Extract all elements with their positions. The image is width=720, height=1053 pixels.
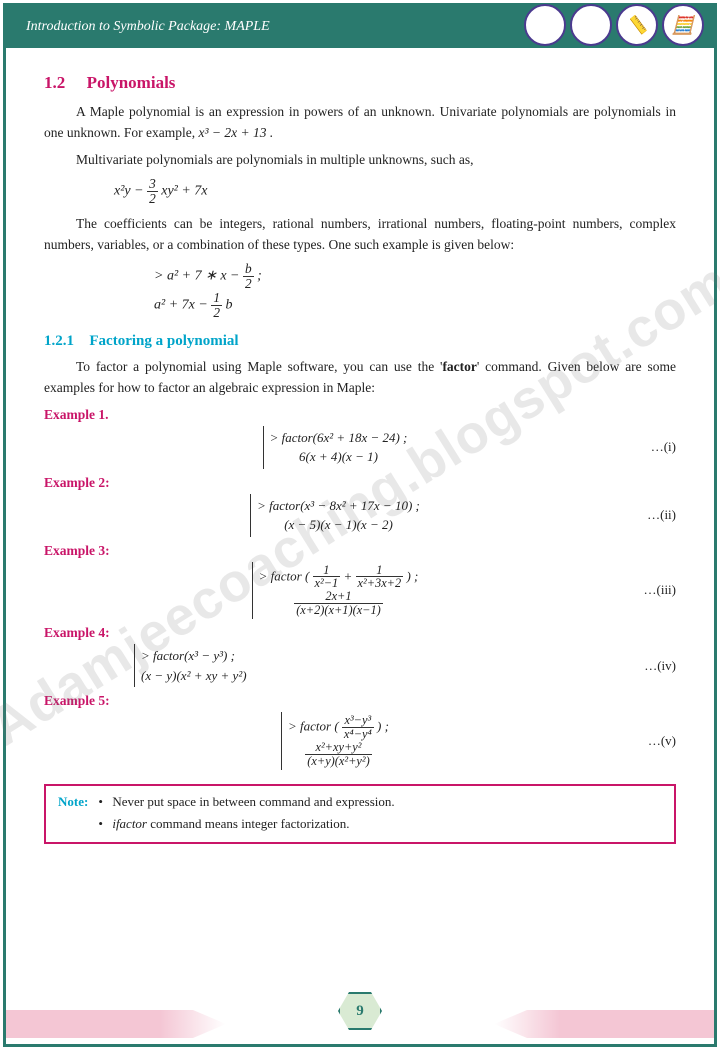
section-title: Polynomials bbox=[87, 73, 176, 92]
eq-tag: …(i) bbox=[626, 437, 676, 457]
math-line-input: > a² + 7 ∗ x − b2 ; bbox=[154, 262, 676, 291]
eq-tag: …(ii) bbox=[626, 505, 676, 525]
eq-tag: …(iv) bbox=[626, 656, 676, 676]
ruler-icon: 📏 bbox=[616, 4, 658, 46]
example-4-label: Example 4: bbox=[44, 623, 676, 644]
section-number: 1.2 bbox=[44, 73, 65, 92]
example-5: > factor ( x³−y³x⁴−y⁴ ) ; x²+xy+y²(x+y)(… bbox=[44, 712, 676, 770]
text: A Maple polynomial is an expression in p… bbox=[44, 104, 676, 140]
eq-tag: …(iii) bbox=[626, 580, 676, 600]
note-box: Note: •Never put space in between comman… bbox=[44, 784, 676, 844]
compass-icon: ✂ bbox=[570, 4, 612, 46]
example-5-label: Example 5: bbox=[44, 691, 676, 712]
page-frame: Introduction to Symbolic Package: MAPLE … bbox=[3, 3, 717, 1047]
math-inline: x³ − 2x + 13 . bbox=[198, 125, 273, 140]
subsection-title: Factoring a polynomial bbox=[89, 333, 238, 349]
calculator-icon: 🧮 bbox=[662, 4, 704, 46]
subsection-number: 1.2.1 bbox=[44, 333, 74, 349]
eq-tag: …(v) bbox=[626, 731, 676, 751]
math-multivariate: x²y − 32 xy² + 7x bbox=[114, 177, 676, 206]
example-3: > factor ( 1x²−1 + 1x²+3x+2 ) ; 2x+1(x+2… bbox=[44, 562, 676, 620]
math-line-output: a² + 7x − 12 b bbox=[154, 291, 676, 320]
intro-p3: The coefficients can be integers, ration… bbox=[44, 214, 676, 256]
section-heading: 1.2 Polynomials bbox=[44, 70, 676, 96]
page-number: 9 bbox=[338, 992, 382, 1030]
note-item: •Never put space in between command and … bbox=[98, 792, 662, 812]
note-items: •Never put space in between command and … bbox=[98, 792, 662, 836]
footer-ribbon-left bbox=[6, 1010, 226, 1038]
header-icons: ✈ ✂ 📏 🧮 bbox=[524, 4, 704, 46]
intro-p2: Multivariate polynomials are polynomials… bbox=[44, 150, 676, 171]
subsection-intro: To factor a polynomial using Maple softw… bbox=[44, 357, 676, 399]
example-2: > factor(x³ − 8x² + 17x − 10) ;(x − 5)(x… bbox=[44, 494, 676, 537]
intro-p1: A Maple polynomial is an expression in p… bbox=[44, 102, 676, 144]
example-1: > factor(6x² + 18x − 24) ;6(x + 4)(x − 1… bbox=[44, 426, 676, 469]
footer-ribbon-right bbox=[494, 1010, 714, 1038]
header-title: Introduction to Symbolic Package: MAPLE bbox=[26, 19, 270, 35]
paper-plane-icon: ✈ bbox=[524, 4, 566, 46]
example-1-label: Example 1. bbox=[44, 405, 676, 426]
fraction: 32 bbox=[147, 177, 158, 206]
example-3-label: Example 3: bbox=[44, 541, 676, 562]
note-label: Note: bbox=[58, 792, 88, 836]
page-number-hex: 9 bbox=[338, 992, 382, 1030]
math-coeff-example: > a² + 7 ∗ x − b2 ; a² + 7x − 12 b bbox=[154, 262, 676, 320]
header-band: Introduction to Symbolic Package: MAPLE … bbox=[6, 6, 714, 48]
note-item: •ifactor command means integer factoriza… bbox=[98, 814, 662, 834]
subsection-heading: 1.2.1 Factoring a polynomial bbox=[44, 330, 676, 353]
example-4: > factor(x³ − y³) ;(x − y)(x² + xy + y²)… bbox=[44, 644, 676, 687]
example-2-label: Example 2: bbox=[44, 473, 676, 494]
content: 1.2 Polynomials A Maple polynomial is an… bbox=[6, 48, 714, 854]
